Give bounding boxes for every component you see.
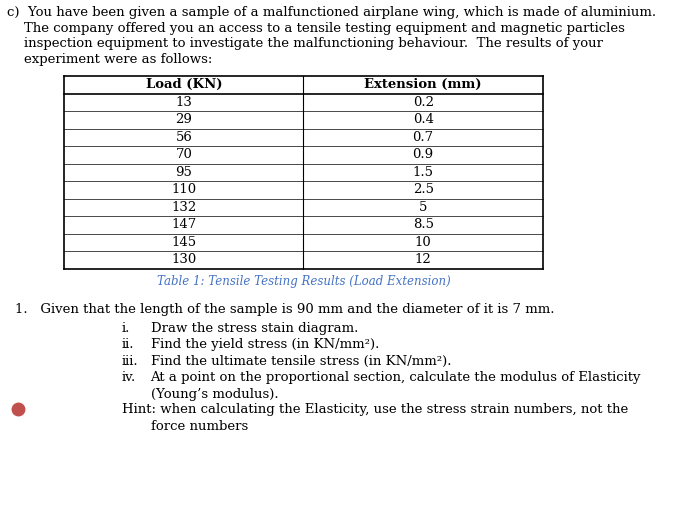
Text: 1.5: 1.5 bbox=[413, 166, 433, 179]
Text: The company offered you an access to a tensile testing equipment and magnetic pa: The company offered you an access to a t… bbox=[7, 21, 625, 35]
Text: 0.7: 0.7 bbox=[413, 131, 433, 144]
Text: iii.: iii. bbox=[122, 355, 138, 367]
Text: ii.: ii. bbox=[122, 338, 134, 351]
Text: 130: 130 bbox=[171, 253, 197, 266]
Text: 0.2: 0.2 bbox=[413, 96, 433, 109]
Text: 95: 95 bbox=[175, 166, 192, 179]
Text: 110: 110 bbox=[171, 183, 196, 196]
Text: Load (KN): Load (KN) bbox=[146, 78, 222, 91]
Text: 5: 5 bbox=[419, 201, 427, 214]
Text: 0.9: 0.9 bbox=[413, 148, 433, 161]
Text: 8.5: 8.5 bbox=[413, 218, 433, 231]
Text: 2.5: 2.5 bbox=[413, 183, 433, 196]
Text: 10: 10 bbox=[415, 236, 431, 249]
Text: Draw the stress stain diagram.: Draw the stress stain diagram. bbox=[151, 321, 358, 335]
Text: 1.   Given that the length of the sample is 90 mm and the diameter of it is 7 mm: 1. Given that the length of the sample i… bbox=[15, 303, 555, 315]
Text: 0.4: 0.4 bbox=[413, 113, 433, 126]
Text: Extension (mm): Extension (mm) bbox=[365, 78, 482, 91]
Text: inspection equipment to investigate the malfunctioning behaviour.  The results o: inspection equipment to investigate the … bbox=[7, 37, 603, 50]
Text: Hint: when calculating the Elasticity, use the stress strain numbers, not the: Hint: when calculating the Elasticity, u… bbox=[122, 403, 628, 416]
Text: At a point on the proportional section, calculate the modulus of Elasticity: At a point on the proportional section, … bbox=[151, 371, 641, 384]
Text: 70: 70 bbox=[175, 148, 192, 161]
Text: force numbers: force numbers bbox=[151, 420, 248, 432]
Text: Find the yield stress (in KN/mm²).: Find the yield stress (in KN/mm²). bbox=[151, 338, 379, 351]
Text: 13: 13 bbox=[175, 96, 192, 109]
Text: 132: 132 bbox=[171, 201, 197, 214]
Text: iv.: iv. bbox=[122, 371, 136, 384]
Text: Table 1: Tensile Testing Results (Load Extension): Table 1: Tensile Testing Results (Load E… bbox=[157, 274, 451, 288]
Text: 12: 12 bbox=[415, 253, 431, 266]
Text: 56: 56 bbox=[175, 131, 192, 144]
Text: 29: 29 bbox=[175, 113, 192, 126]
Text: 145: 145 bbox=[171, 236, 196, 249]
Text: i.: i. bbox=[122, 321, 130, 335]
Text: Find the ultimate tensile stress (in KN/mm²).: Find the ultimate tensile stress (in KN/… bbox=[151, 355, 451, 367]
Text: c)  You have been given a sample of a malfunctioned airplane wing, which is made: c) You have been given a sample of a mal… bbox=[7, 6, 656, 19]
Text: experiment were as follows:: experiment were as follows: bbox=[7, 53, 212, 65]
Text: (Young’s modulus).: (Young’s modulus). bbox=[151, 387, 278, 401]
Text: 147: 147 bbox=[171, 218, 197, 231]
